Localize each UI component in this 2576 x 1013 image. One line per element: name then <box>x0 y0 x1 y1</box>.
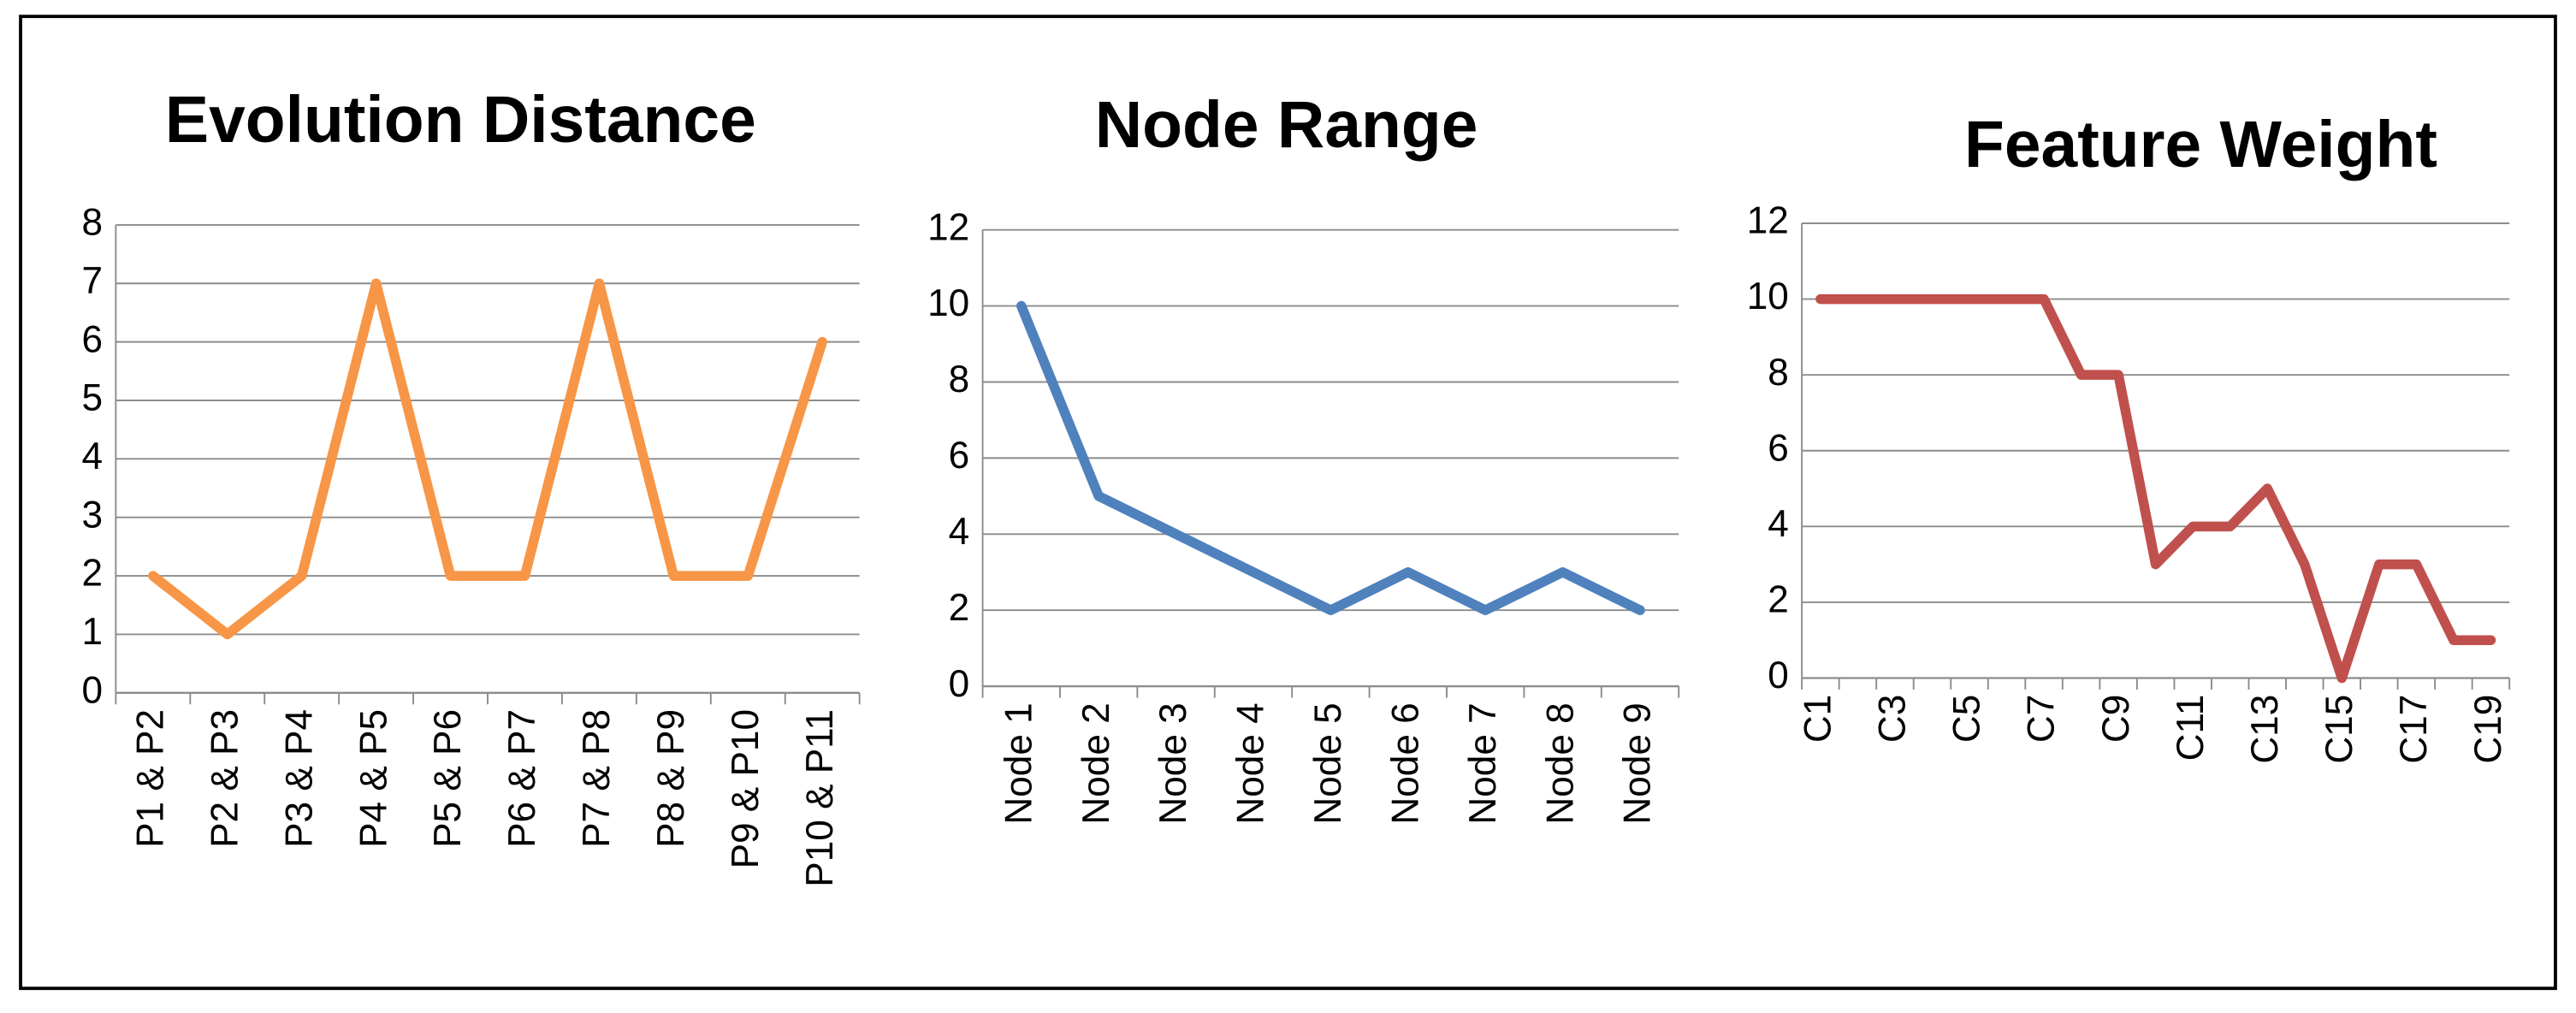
chart-title: Feature Weight <box>1964 109 2437 181</box>
y-tick-label: 1 <box>81 611 103 653</box>
x-tick-label: Node 7 <box>1462 702 1504 824</box>
frame <box>19 15 2557 991</box>
y-tick-label: 2 <box>81 553 103 595</box>
x-tick-label: C3 <box>1872 695 1914 743</box>
x-tick-label: C15 <box>2318 695 2360 764</box>
y-tick-label: 0 <box>949 663 970 705</box>
x-tick-label: P9 & P10 <box>725 709 767 868</box>
x-tick-label: P10 & P11 <box>799 709 841 887</box>
x-tick-label: Node 3 <box>1152 702 1194 824</box>
x-tick-label: Node 8 <box>1539 702 1581 824</box>
y-tick-label: 8 <box>949 358 970 400</box>
y-tick-label: 8 <box>1768 352 1789 394</box>
x-tick-label: C5 <box>1946 695 1988 743</box>
x-tick-label: C19 <box>2467 695 2509 764</box>
y-tick-label: 8 <box>81 202 103 244</box>
y-tick-label: 6 <box>949 435 970 477</box>
y-tick-label: 10 <box>927 282 969 324</box>
y-tick-label: 3 <box>81 494 103 536</box>
x-tick-label: P2 & P3 <box>204 709 246 848</box>
x-tick-label: C11 <box>2170 695 2212 761</box>
y-tick-label: 4 <box>949 511 970 553</box>
x-tick-label: Node 5 <box>1307 702 1349 824</box>
data-line <box>148 278 827 640</box>
y-tick-label: 6 <box>1768 427 1789 469</box>
y-tick-label: 4 <box>1768 503 1789 545</box>
x-tick-label: C17 <box>2393 695 2435 764</box>
y-tick-label: 2 <box>949 587 970 629</box>
x-tick-label: P6 & P7 <box>501 709 543 848</box>
x-tick-label: C9 <box>2095 695 2137 743</box>
y-tick-label: 6 <box>81 318 103 360</box>
y-tick-label: 12 <box>927 206 969 248</box>
x-tick-label: Node 4 <box>1230 702 1272 824</box>
y-tick-label: 7 <box>81 260 103 302</box>
data-line <box>1016 300 1645 615</box>
x-tick-label: C7 <box>2021 695 2063 743</box>
x-tick-label: Node 9 <box>1617 702 1659 824</box>
y-tick-label: 4 <box>81 435 103 477</box>
x-tick-label: Node 1 <box>998 702 1039 824</box>
x-tick-label: P7 & P8 <box>576 709 618 848</box>
y-tick-label: 5 <box>81 377 103 419</box>
x-tick-label: Node 6 <box>1384 702 1426 824</box>
x-tick-label: P4 & P5 <box>352 709 394 848</box>
x-tick-label: P5 & P6 <box>427 709 469 848</box>
chart-title: Node Range <box>1095 89 1478 162</box>
x-tick-label: P8 & P9 <box>650 709 692 848</box>
x-tick-label: P3 & P4 <box>278 709 320 848</box>
y-tick-label: 0 <box>1768 655 1789 696</box>
x-tick-label: P1 & P2 <box>129 709 171 848</box>
x-tick-label: C13 <box>2244 695 2286 764</box>
chart-title: Evolution Distance <box>165 84 756 157</box>
y-tick-label: 10 <box>1747 275 1789 317</box>
x-tick-label: Node 2 <box>1075 702 1117 824</box>
y-tick-label: 2 <box>1768 579 1789 621</box>
y-tick-label: 0 <box>81 669 103 711</box>
data-line <box>1815 293 2496 684</box>
x-tick-label: C1 <box>1797 695 1839 743</box>
y-tick-label: 12 <box>1747 200 1789 242</box>
